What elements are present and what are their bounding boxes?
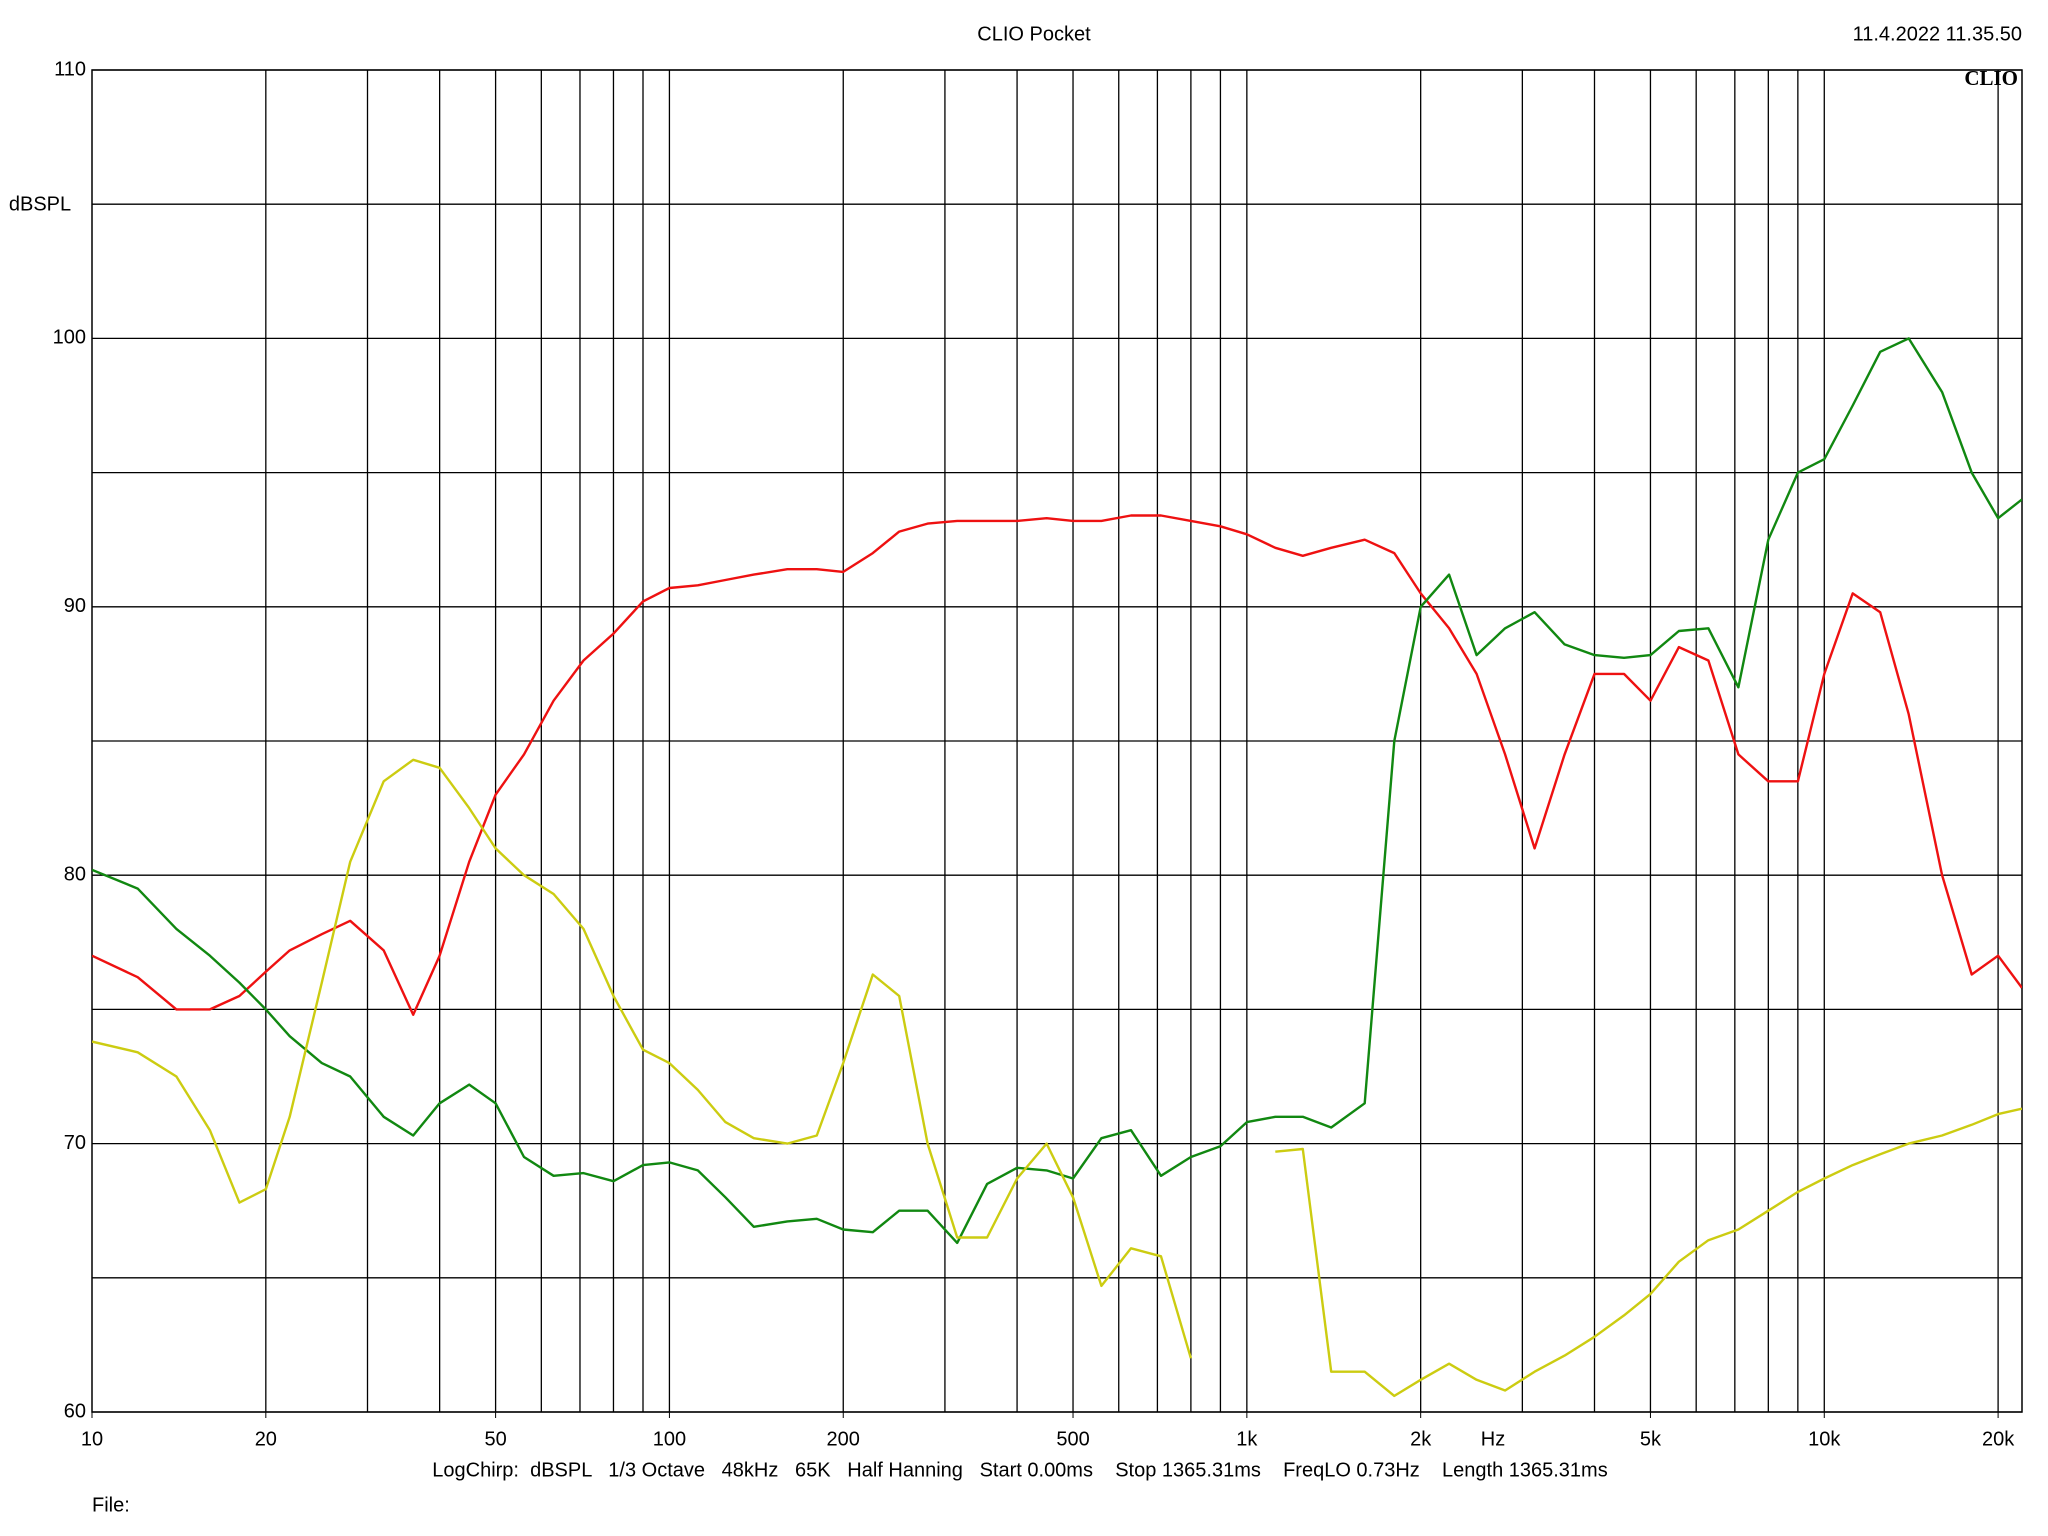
- x-tick-label: 1k: [1236, 1428, 1258, 1450]
- y-axis-label: dBSPL: [9, 193, 71, 215]
- file-label: File:: [92, 1494, 130, 1516]
- x-tick-label: 10: [81, 1428, 103, 1450]
- chart-title: CLIO Pocket: [977, 23, 1091, 45]
- y-tick-label: 70: [64, 1132, 86, 1154]
- y-tick-label: 110: [54, 58, 86, 80]
- x-tick-label: 50: [484, 1428, 506, 1450]
- x-tick-label: 200: [827, 1428, 860, 1450]
- timestamp: 11.4.2022 11.35.50: [1853, 23, 2022, 45]
- x-tick-label: 100: [653, 1428, 686, 1450]
- y-tick-label: 100: [53, 327, 86, 349]
- x-tick-label: 20: [255, 1428, 277, 1450]
- x-axis-label: Hz: [1481, 1428, 1505, 1450]
- x-tick-label: 500: [1056, 1428, 1089, 1450]
- series-line: [92, 337, 2022, 1245]
- footer: LogChirp: dBSPL 1/3 Octave 48kHz 65K Hal…: [432, 1459, 1607, 1481]
- x-tick-label: 2k: [1410, 1428, 1432, 1450]
- y-tick-label: 80: [64, 863, 86, 885]
- series-line: [92, 514, 2022, 1016]
- y-tick-label: 60: [64, 1400, 86, 1422]
- x-tick-label: 10k: [1808, 1428, 1841, 1450]
- series-line: [92, 758, 2022, 1398]
- x-tick-label: 5k: [1640, 1428, 1662, 1450]
- y-tick-label: 90: [64, 595, 86, 617]
- x-tick-label: 20k: [1982, 1428, 2015, 1450]
